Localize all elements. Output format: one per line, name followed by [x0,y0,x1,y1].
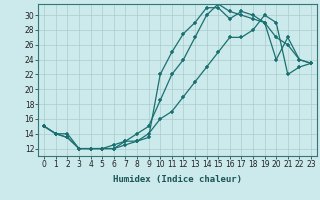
X-axis label: Humidex (Indice chaleur): Humidex (Indice chaleur) [113,175,242,184]
